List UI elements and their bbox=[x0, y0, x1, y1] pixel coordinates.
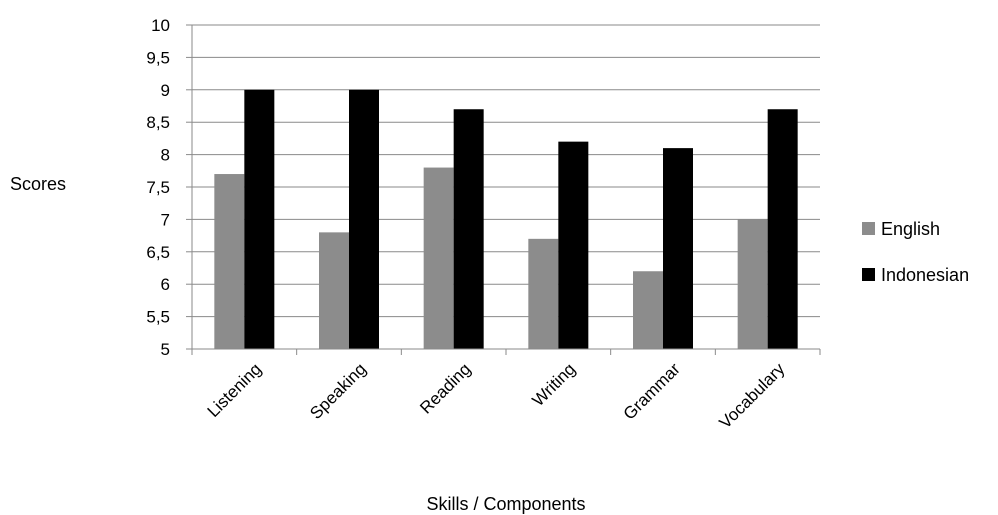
category-label-reading: Reading bbox=[416, 359, 474, 417]
legend: English Indonesian bbox=[862, 219, 969, 285]
bar-english-speaking bbox=[319, 232, 349, 349]
legend-swatch-indonesian bbox=[862, 268, 875, 281]
gridlines bbox=[186, 24, 820, 350]
y-tick-label: 7,5 bbox=[146, 178, 170, 197]
bar-english-reading bbox=[423, 167, 454, 349]
bar-indonesian-writing bbox=[558, 141, 589, 349]
category-label-grammar: Grammar bbox=[620, 359, 684, 423]
legend-label-indonesian: Indonesian bbox=[881, 265, 969, 285]
bar-indonesian-grammar bbox=[663, 148, 693, 349]
category-label-vocabulary: Vocabulary bbox=[716, 359, 789, 432]
bar-english-writing bbox=[528, 238, 559, 349]
bar-indonesian-vocabulary bbox=[767, 109, 798, 350]
bar-indonesian-reading bbox=[453, 109, 484, 350]
category-label-writing: Writing bbox=[529, 359, 580, 410]
bar-english-vocabulary bbox=[737, 219, 768, 349]
y-tick-label: 6,5 bbox=[146, 243, 170, 262]
category-label-listening: Listening bbox=[204, 359, 266, 421]
y-tick-label: 10 bbox=[151, 16, 170, 35]
y-tick-label: 6 bbox=[161, 275, 170, 294]
bar-english-listening bbox=[214, 174, 245, 349]
y-axis-title: Scores bbox=[10, 174, 66, 194]
y-tick-label: 9 bbox=[161, 81, 170, 100]
y-tick-label: 7 bbox=[161, 210, 170, 229]
x-tick-marks bbox=[191, 349, 821, 355]
y-tick-label: 8,5 bbox=[146, 113, 170, 132]
bar-english-grammar bbox=[633, 271, 663, 349]
y-tick-label: 9,5 bbox=[146, 48, 170, 67]
x-axis-title: Skills / Components bbox=[426, 494, 585, 514]
y-tick-label: 8 bbox=[161, 146, 170, 165]
bar-indonesian-speaking bbox=[349, 89, 379, 350]
legend-label-english: English bbox=[881, 219, 940, 239]
y-tick-labels: 5 5,5 6 6,5 7 7,5 8 8,5 9 9,5 10 bbox=[146, 16, 170, 359]
legend-swatch-english bbox=[862, 222, 875, 235]
category-label-speaking: Speaking bbox=[306, 359, 370, 423]
bars bbox=[214, 89, 798, 350]
y-tick-label: 5,5 bbox=[146, 308, 170, 327]
y-tick-label: 5 bbox=[161, 340, 170, 359]
bar-indonesian-listening bbox=[244, 89, 275, 350]
category-labels: Listening Speaking Reading Writing Grammar Vo… bbox=[204, 359, 789, 432]
